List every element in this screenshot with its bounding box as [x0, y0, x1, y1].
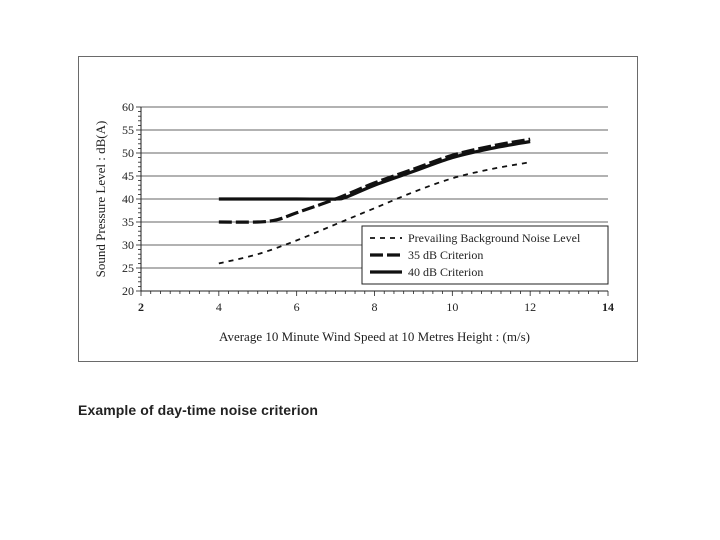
y-tick-label-2: 30	[122, 238, 134, 252]
legend-label-1: 35 dB Criterion	[408, 248, 483, 262]
y-tick-label-0: 20	[122, 284, 134, 298]
series-line-prevailing-background-noise-level	[218, 161, 531, 265]
series-line-40-db-criterion	[218, 139, 531, 201]
x-tick-label-2: 6	[294, 300, 300, 314]
y-axis-title: Sound Pressure Level : dB(A)	[93, 121, 108, 278]
x-tick-label-0: 2	[138, 300, 144, 314]
x-axis-title: Average 10 Minute Wind Speed at 10 Metre…	[219, 329, 530, 344]
x-tick-label-5: 12	[524, 300, 536, 314]
chart-canvas: 20 25 30 35 40 45 50 55 60 2 4 6 8 10 12 14 Average 10 M…	[93, 100, 614, 344]
y-tick-label-1: 25	[122, 261, 134, 275]
y-tick-label-3: 35	[122, 215, 134, 229]
chart-frame: 20 25 30 35 40 45 50 55 60 2 4 6 8 10 12 14 Average 10 M…	[78, 56, 638, 362]
y-tick-label-4: 40	[122, 192, 134, 206]
legend-label-0: Prevailing Background Noise Level	[408, 231, 581, 245]
y-tick-label-5: 45	[122, 169, 134, 183]
x-tick-label-4: 10	[446, 300, 458, 314]
x-tick-label-3: 8	[372, 300, 378, 314]
y-tick-label-6: 50	[122, 146, 134, 160]
x-tick-label-1: 4	[216, 300, 222, 314]
y-tick-label-8: 60	[122, 100, 134, 114]
y-tick-label-7: 55	[122, 123, 134, 137]
legend-box	[361, 225, 609, 285]
legend-label-2: 40 dB Criterion	[408, 265, 483, 279]
series-line-35-db-criterion	[218, 137, 531, 224]
figure-caption: Example of day-time noise criterion	[78, 402, 319, 418]
x-tick-label-6: 14	[602, 300, 614, 314]
